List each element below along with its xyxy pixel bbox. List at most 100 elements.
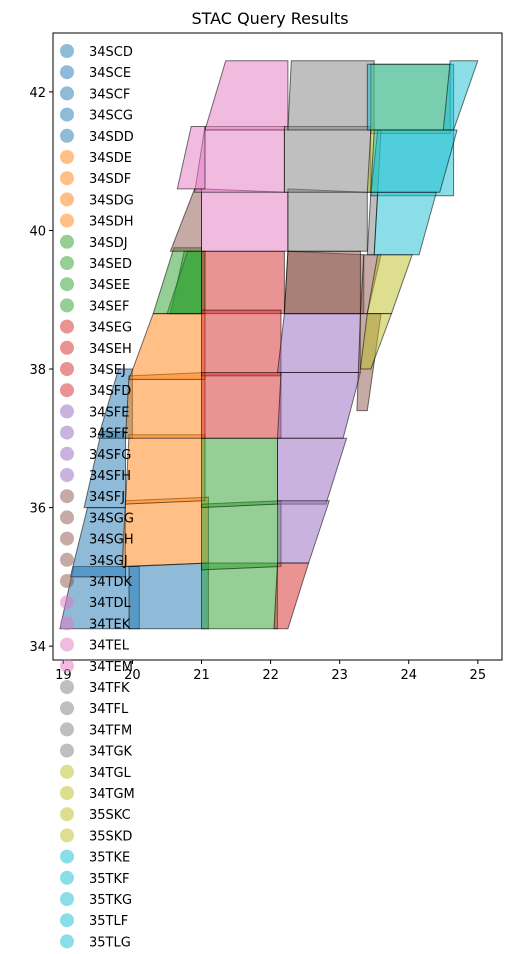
tile-25 xyxy=(283,250,361,315)
legend-marker xyxy=(60,86,74,101)
legend-marker xyxy=(60,468,74,482)
legend-label: 34SDE xyxy=(89,151,132,166)
tile-39 xyxy=(359,313,393,370)
legend-label: 34TEK xyxy=(89,617,131,632)
legend-label: 34SCF xyxy=(89,87,130,102)
legend-label: 34SFE xyxy=(89,405,130,420)
legend-marker xyxy=(60,828,74,843)
legend-label: 34SEG xyxy=(89,321,132,336)
y-tick-label: 40 xyxy=(29,224,46,239)
legend-label: 34TDK xyxy=(89,575,132,590)
legend-marker xyxy=(60,383,74,398)
legend-marker xyxy=(60,489,74,504)
legend-label: 34TEL xyxy=(89,639,130,654)
tile-31 xyxy=(176,126,206,190)
legend-marker xyxy=(60,595,74,610)
legend-marker xyxy=(60,510,74,525)
legend-label: 34TFL xyxy=(89,702,129,717)
legend-marker xyxy=(60,658,74,673)
tile-10 xyxy=(201,562,278,630)
legend-label: 34SED xyxy=(89,257,132,272)
tile-16 xyxy=(201,309,282,377)
legend-label: 34SEH xyxy=(89,342,132,357)
legend-label: 34TEM xyxy=(89,660,133,675)
legend-label: 34SEE xyxy=(89,278,130,293)
legend-label: 34SDJ xyxy=(89,236,128,251)
legend-label: 35TLG xyxy=(89,935,131,950)
legend-label: 35TKG xyxy=(89,893,132,908)
legend-marker xyxy=(60,552,74,567)
tile-8 xyxy=(128,313,206,380)
tile-27 xyxy=(169,188,202,252)
tile-34 xyxy=(287,60,375,131)
legend-marker xyxy=(60,870,74,885)
legend-marker xyxy=(60,256,74,270)
legend-marker xyxy=(60,574,74,588)
legend-marker xyxy=(60,913,74,928)
legend-label: 35TKE xyxy=(89,851,130,866)
legend-label: 34SGH xyxy=(89,533,134,548)
legend-marker xyxy=(60,637,74,652)
legend-label: 34SCE xyxy=(89,66,131,81)
legend-label: 34SFH xyxy=(89,469,131,484)
legend-marker xyxy=(60,65,74,80)
legend-marker xyxy=(60,171,74,186)
tile-19 xyxy=(276,313,361,373)
tile-13 xyxy=(201,437,278,509)
legend-label: 35SKD xyxy=(89,829,132,844)
y-tick-label: 36 xyxy=(29,502,46,517)
x-tick-label: 22 xyxy=(262,668,279,683)
tile-4 xyxy=(128,562,209,630)
chart-title: STAC Query Results xyxy=(191,9,348,28)
legend-marker xyxy=(60,404,74,419)
legend-marker xyxy=(60,616,74,631)
legend-marker xyxy=(60,150,74,164)
tile-42 xyxy=(366,63,455,131)
tile-18 xyxy=(273,562,310,630)
tile-30 xyxy=(204,60,289,131)
legend-label: 34SDG xyxy=(89,193,134,208)
legend-label: 34SEF xyxy=(89,299,130,314)
legend-marker xyxy=(60,764,74,779)
legend-marker xyxy=(60,44,74,58)
legend-marker xyxy=(60,277,74,292)
legend-marker xyxy=(60,319,74,334)
legend-label: 34TFK xyxy=(89,681,130,696)
legend-label: 34SDH xyxy=(89,215,134,230)
legend: 34SCD 34SCE 34SCF 34SCG 34SDD 34SDE 34SDF 34SDG… xyxy=(60,44,135,950)
tiles-layer xyxy=(59,60,479,630)
legend-marker xyxy=(60,213,74,228)
tile-41 xyxy=(373,191,438,256)
legend-marker xyxy=(60,680,74,694)
legend-label: 34SGG xyxy=(89,511,134,526)
legend-label: 34TGL xyxy=(89,766,132,781)
legend-marker xyxy=(60,743,74,758)
legend-label: 34SDF xyxy=(89,172,131,187)
legend-marker xyxy=(60,722,74,737)
legend-label: 34SFJ xyxy=(89,490,125,505)
legend-label: 34SFD xyxy=(89,384,131,399)
tile-44 xyxy=(370,129,458,193)
tile-32 xyxy=(287,188,368,252)
legend-label: 34SEJ xyxy=(89,363,126,378)
tile-7 xyxy=(124,371,206,439)
legend-marker xyxy=(60,425,74,440)
legend-marker xyxy=(60,362,74,376)
legend-marker xyxy=(60,701,74,716)
tile-29 xyxy=(194,126,285,193)
legend-marker xyxy=(60,531,74,546)
tile-12 xyxy=(201,500,282,571)
legend-marker xyxy=(60,849,74,864)
legend-label: 35SKC xyxy=(89,808,131,823)
x-tick-label: 25 xyxy=(470,668,487,683)
legend-marker xyxy=(60,446,74,461)
tile-33 xyxy=(283,126,372,193)
legend-marker xyxy=(60,786,74,800)
tile-14 xyxy=(152,247,202,315)
legend-label: 34SDD xyxy=(89,130,134,145)
tile-28 xyxy=(201,188,289,252)
legend-marker xyxy=(60,192,74,207)
legend-label: 34SGJ xyxy=(89,554,128,569)
legend-marker xyxy=(60,340,74,355)
